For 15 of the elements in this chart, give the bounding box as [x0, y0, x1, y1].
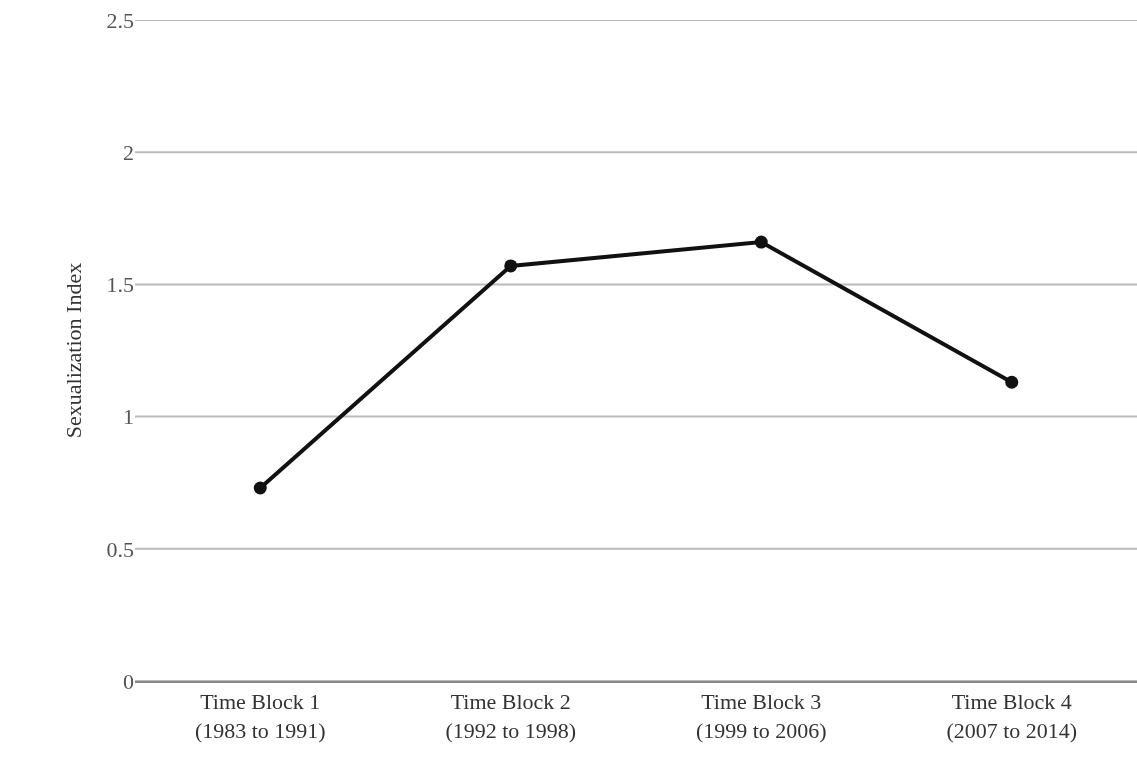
- x-tick-label: Time Block 2 (1992 to 1998): [445, 689, 577, 743]
- point: [504, 259, 518, 273]
- x-tick-label: Time Block 4 (2007 to 2014): [946, 689, 1078, 743]
- x-tick-label: Time Block 3 (1999 to 2006): [695, 689, 827, 743]
- point: [1005, 375, 1019, 389]
- y-axis-title: Sexualization Index: [61, 262, 86, 439]
- point: [253, 481, 267, 495]
- y-tick-label: 2: [123, 139, 134, 165]
- point: [754, 235, 768, 249]
- y-tick-label: 1: [123, 404, 134, 430]
- x-tick-label: Time Block 1 (1983 to 1991): [194, 689, 326, 743]
- y-tick-label: 2.5: [106, 7, 134, 33]
- y-tick-label: 1.5: [106, 272, 134, 298]
- y-tick-label: 0: [123, 668, 134, 694]
- y-tick-label: 0.5: [106, 536, 134, 562]
